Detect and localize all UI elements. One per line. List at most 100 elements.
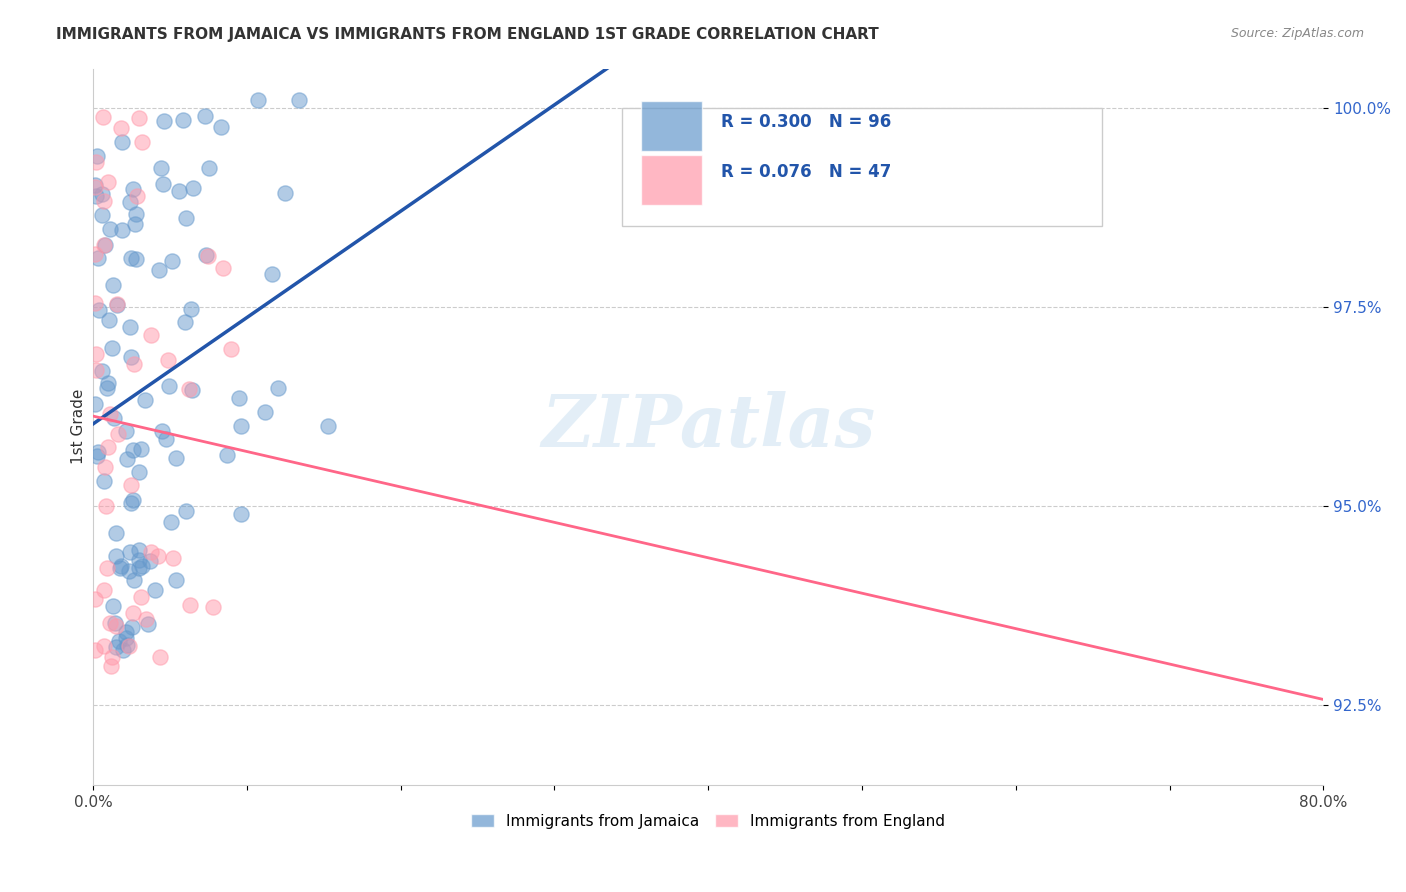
Immigrants from Jamaica <box>194 109 217 123</box>
FancyBboxPatch shape <box>641 101 702 151</box>
Immigrants from Jamaica <box>160 515 183 529</box>
Immigrants from England <box>83 592 105 607</box>
Immigrants from Jamaica <box>143 583 166 598</box>
Immigrants from England <box>98 407 121 421</box>
Immigrants from England <box>97 440 120 454</box>
Immigrants from Jamaica <box>97 376 120 390</box>
FancyBboxPatch shape <box>641 154 702 204</box>
Immigrants from England <box>84 154 107 169</box>
Immigrants from Jamaica <box>150 424 173 438</box>
Immigrants from Jamaica <box>162 254 184 268</box>
Immigrants from Jamaica <box>87 445 110 459</box>
Immigrants from Jamaica <box>121 182 143 196</box>
Immigrants from England <box>179 598 201 612</box>
Text: IMMIGRANTS FROM JAMAICA VS IMMIGRANTS FROM ENGLAND 1ST GRADE CORRELATION CHART: IMMIGRANTS FROM JAMAICA VS IMMIGRANTS FR… <box>56 27 879 42</box>
Immigrants from Jamaica <box>111 223 134 237</box>
Immigrants from England <box>93 238 115 252</box>
Immigrants from Jamaica <box>180 301 202 316</box>
Immigrants from England <box>91 110 114 124</box>
Immigrants from England <box>129 590 152 604</box>
Immigrants from England <box>139 327 162 342</box>
Immigrants from Jamaica <box>120 252 142 266</box>
Immigrants from England <box>120 477 142 491</box>
Immigrants from Jamaica <box>273 186 295 200</box>
Immigrants from Jamaica <box>150 161 173 175</box>
Immigrants from Jamaica <box>115 424 138 438</box>
Immigrants from Jamaica <box>165 573 187 587</box>
Immigrants from Jamaica <box>167 184 190 198</box>
Immigrants from Jamaica <box>89 302 111 317</box>
Immigrants from Jamaica <box>115 639 138 653</box>
Immigrants from Jamaica <box>209 120 232 134</box>
Immigrants from England <box>162 551 184 566</box>
Immigrants from Jamaica <box>111 643 134 657</box>
Immigrants from Jamaica <box>101 341 124 355</box>
Immigrants from Jamaica <box>115 625 138 640</box>
Immigrants from England <box>107 427 129 442</box>
Immigrants from Jamaica <box>91 187 114 202</box>
Immigrants from Jamaica <box>96 381 118 395</box>
Immigrants from Jamaica <box>104 640 127 655</box>
Immigrants from Jamaica <box>153 114 176 128</box>
Immigrants from Jamaica <box>101 277 124 292</box>
Immigrants from England <box>98 616 121 631</box>
Immigrants from Jamaica <box>129 442 152 457</box>
Immigrants from England <box>128 112 150 126</box>
Immigrants from Jamaica <box>128 553 150 567</box>
Immigrants from Jamaica <box>91 364 114 378</box>
Immigrants from Jamaica <box>166 450 188 465</box>
Immigrants from Jamaica <box>105 298 128 312</box>
Immigrants from England <box>105 297 128 311</box>
Immigrants from England <box>83 247 105 261</box>
Immigrants from England <box>125 189 148 203</box>
Immigrants from Jamaica <box>104 526 127 541</box>
FancyBboxPatch shape <box>621 108 1102 227</box>
Immigrants from Jamaica <box>117 452 139 467</box>
Immigrants from England <box>105 618 128 632</box>
Immigrants from Jamaica <box>183 181 205 195</box>
Immigrants from England <box>149 650 172 665</box>
Immigrants from England <box>100 659 122 673</box>
Immigrants from Jamaica <box>288 94 311 108</box>
Immigrants from Jamaica <box>83 397 105 411</box>
Immigrants from Jamaica <box>122 443 145 458</box>
Immigrants from Jamaica <box>98 222 121 236</box>
Immigrants from Jamaica <box>84 189 107 203</box>
Immigrants from Jamaica <box>121 620 143 634</box>
Text: Source: ZipAtlas.com: Source: ZipAtlas.com <box>1230 27 1364 40</box>
Immigrants from Jamaica <box>83 178 105 192</box>
Immigrants from England <box>84 347 107 361</box>
Immigrants from Jamaica <box>122 492 145 507</box>
Immigrants from Jamaica <box>122 573 145 587</box>
Immigrants from Jamaica <box>155 432 177 446</box>
Immigrants from England <box>94 499 117 513</box>
Immigrants from Jamaica <box>118 564 141 578</box>
Text: R = 0.076   N = 47: R = 0.076 N = 47 <box>720 163 891 181</box>
Immigrants from Jamaica <box>134 393 156 408</box>
Text: ZIPatlas: ZIPatlas <box>541 392 876 462</box>
Text: R = 0.300   N = 96: R = 0.300 N = 96 <box>720 113 891 131</box>
Immigrants from Jamaica <box>111 135 134 149</box>
Immigrants from Jamaica <box>228 391 250 405</box>
Immigrants from Jamaica <box>138 554 160 568</box>
Immigrants from England <box>146 549 169 563</box>
Immigrants from Jamaica <box>128 542 150 557</box>
Y-axis label: 1st Grade: 1st Grade <box>72 389 86 465</box>
Immigrants from England <box>97 175 120 189</box>
Immigrants from Jamaica <box>148 263 170 277</box>
Immigrants from Jamaica <box>229 419 252 434</box>
Immigrants from England <box>156 352 179 367</box>
Immigrants from Jamaica <box>254 405 277 419</box>
Immigrants from Jamaica <box>128 465 150 479</box>
Immigrants from Jamaica <box>229 508 252 522</box>
Immigrants from Jamaica <box>124 217 146 231</box>
Immigrants from England <box>93 583 115 598</box>
Immigrants from Jamaica <box>108 561 131 575</box>
Immigrants from Jamaica <box>86 450 108 464</box>
Immigrants from Jamaica <box>131 559 153 574</box>
Immigrants from England <box>201 600 224 615</box>
Immigrants from Jamaica <box>152 178 174 192</box>
Immigrants from Jamaica <box>174 315 197 329</box>
Immigrants from England <box>83 643 105 657</box>
Immigrants from Jamaica <box>120 195 142 210</box>
